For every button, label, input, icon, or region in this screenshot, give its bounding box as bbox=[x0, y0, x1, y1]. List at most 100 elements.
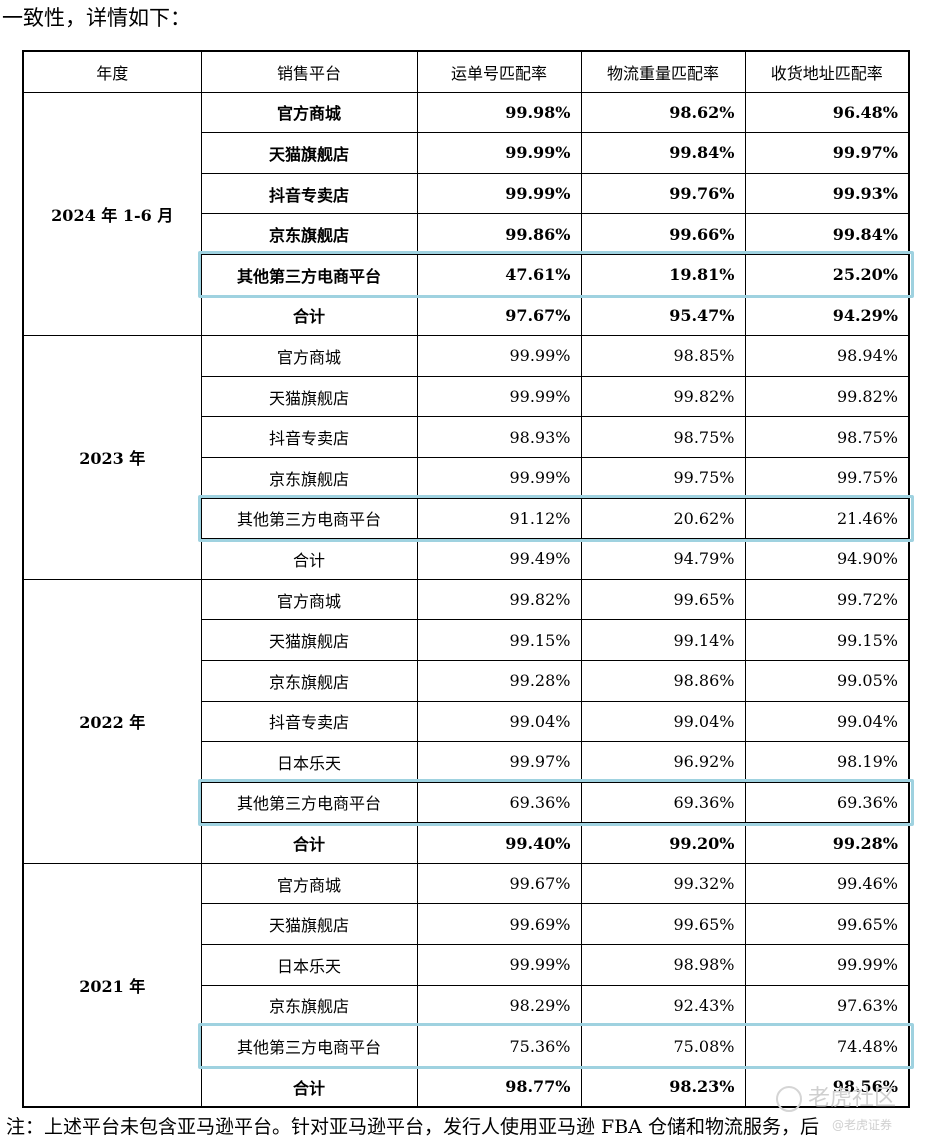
table-row: 京东旗舰店 99.99% 99.75% 99.75% bbox=[23, 456, 910, 499]
header-address-rate: 收货地址匹配率 bbox=[744, 50, 910, 93]
table-row: 天猫旗舰店 99.99% 99.84% 99.97% bbox=[23, 132, 910, 174]
weight-rate-cell: 99.66% bbox=[580, 213, 746, 255]
address-rate-cell: 99.75% bbox=[744, 456, 910, 499]
weight-rate-cell: 99.04% bbox=[580, 700, 746, 743]
address-rate-cell: 99.97% bbox=[744, 132, 910, 174]
weight-rate-cell: 20.62% bbox=[580, 497, 746, 540]
platform-cell: 日本乐天 bbox=[200, 944, 418, 986]
table-row: 2021 年官方商城 99.67% 99.32% 99.46% bbox=[22, 862, 910, 1108]
waybill-rate-cell: 47.61% bbox=[416, 253, 582, 296]
platform-cell: 其他第三方电商平台 bbox=[200, 253, 418, 296]
platform-cell: 官方商城 bbox=[200, 578, 418, 621]
waybill-rate-cell: 99.97% bbox=[416, 741, 582, 783]
waybill-rate-cell: 99.49% bbox=[416, 538, 582, 580]
waybill-rate-cell: 99.99% bbox=[416, 335, 582, 377]
address-rate-cell: 25.20% bbox=[744, 253, 910, 296]
table-row: 天猫旗舰店 99.15% 99.14% 99.15% bbox=[23, 619, 910, 661]
weight-rate-cell: 69.36% bbox=[580, 781, 746, 824]
weight-rate-cell: 99.14% bbox=[580, 619, 746, 661]
weight-rate-cell: 98.98% bbox=[580, 944, 746, 986]
table-row: 京东旗舰店 98.29% 92.43% 97.63% bbox=[23, 984, 910, 1027]
platform-cell: 官方商城 bbox=[200, 862, 418, 905]
waybill-rate-cell: 99.69% bbox=[416, 903, 582, 946]
waybill-rate-cell: 98.77% bbox=[416, 1065, 582, 1108]
waybill-rate-cell: 75.36% bbox=[416, 1025, 582, 1067]
total-row: 合计 97.67% 95.47% 94.29% bbox=[23, 294, 910, 337]
weight-rate-cell: 98.86% bbox=[580, 659, 746, 702]
weight-rate-cell: 92.43% bbox=[580, 984, 746, 1027]
platform-cell: 天猫旗舰店 bbox=[200, 619, 418, 661]
address-rate-cell: 99.84% bbox=[744, 213, 910, 255]
address-rate-cell: 94.29% bbox=[744, 294, 910, 337]
weight-rate-cell: 98.62% bbox=[580, 91, 746, 134]
intro-text: 一致性，详情如下： bbox=[2, 6, 191, 30]
weight-rate-cell: 98.75% bbox=[580, 416, 746, 458]
platform-cell: 京东旗舰店 bbox=[200, 456, 418, 499]
address-rate-cell: 99.99% bbox=[744, 944, 910, 986]
weight-rate-cell: 99.76% bbox=[580, 172, 746, 215]
address-rate-cell: 99.04% bbox=[744, 700, 910, 743]
address-rate-cell: 98.19% bbox=[744, 741, 910, 783]
platform-cell: 京东旗舰店 bbox=[200, 213, 418, 255]
platform-cell: 其他第三方电商平台 bbox=[200, 781, 418, 824]
waybill-rate-cell: 98.29% bbox=[416, 984, 582, 1027]
header-weight-rate: 物流重量匹配率 bbox=[580, 50, 746, 93]
waybill-rate-cell: 99.28% bbox=[416, 659, 582, 702]
table-row: 日本乐天 99.99% 98.98% 99.99% bbox=[23, 944, 910, 986]
platform-cell: 合计 bbox=[200, 822, 418, 864]
platform-cell: 天猫旗舰店 bbox=[200, 375, 418, 418]
platform-cell: 日本乐天 bbox=[200, 741, 418, 783]
address-rate-cell: 98.94% bbox=[744, 335, 910, 377]
address-rate-cell: 94.90% bbox=[744, 538, 910, 580]
weight-rate-cell: 99.20% bbox=[580, 822, 746, 864]
header-year: 年度 bbox=[22, 50, 202, 93]
platform-cell: 合计 bbox=[200, 1065, 418, 1108]
platform-cell: 其他第三方电商平台 bbox=[200, 1025, 418, 1067]
table-wrapper: 年度 销售平台 运单号匹配率 物流重量匹配率 收货地址匹配率 2024 年 1-… bbox=[22, 50, 914, 1109]
platform-cell: 京东旗舰店 bbox=[200, 659, 418, 702]
total-row: 合计 99.40% 99.20% 99.28% bbox=[23, 822, 910, 864]
address-rate-cell: 99.28% bbox=[744, 822, 910, 864]
waybill-rate-cell: 69.36% bbox=[416, 781, 582, 824]
header-waybill-rate: 运单号匹配率 bbox=[416, 50, 582, 93]
platform-cell: 抖音专卖店 bbox=[200, 700, 418, 743]
weight-rate-cell: 99.65% bbox=[580, 578, 746, 621]
weight-rate-cell: 19.81% bbox=[580, 253, 746, 296]
waybill-rate-cell: 99.67% bbox=[416, 862, 582, 905]
address-rate-cell: 96.48% bbox=[744, 91, 910, 134]
waybill-rate-cell: 99.99% bbox=[416, 172, 582, 215]
address-rate-cell: 97.63% bbox=[744, 984, 910, 1027]
waybill-rate-cell: 99.15% bbox=[416, 619, 582, 661]
address-rate-cell: 99.05% bbox=[744, 659, 910, 702]
year-cell: 2023 年 bbox=[22, 335, 202, 580]
year-cell: 2021 年 bbox=[22, 862, 202, 1108]
footnote: 注：上述平台未包含亚马逊平台。针对亚马逊平台，发行人使用亚马逊 FBA 仓储和物… bbox=[6, 1116, 819, 1138]
waybill-rate-cell: 99.40% bbox=[416, 822, 582, 864]
watermark-text: 老虎社区 bbox=[808, 1086, 897, 1111]
platform-cell: 合计 bbox=[200, 294, 418, 337]
platform-cell: 官方商城 bbox=[200, 91, 418, 134]
table-row: 天猫旗舰店 99.99% 99.82% 99.82% bbox=[23, 375, 910, 418]
weight-rate-cell: 98.85% bbox=[580, 335, 746, 377]
waybill-rate-cell: 91.12% bbox=[416, 497, 582, 540]
table-row: 抖音专卖店 98.93% 98.75% 98.75% bbox=[23, 416, 910, 458]
waybill-rate-cell: 99.86% bbox=[416, 213, 582, 255]
weight-rate-cell: 94.79% bbox=[580, 538, 746, 580]
table-row: 2022 年官方商城 99.82% 99.65% 99.72% bbox=[22, 578, 910, 864]
platform-cell: 官方商城 bbox=[200, 335, 418, 377]
table-header-row: 年度 销售平台 运单号匹配率 物流重量匹配率 收货地址匹配率 bbox=[22, 50, 910, 93]
watermark-small: @老虎证券 bbox=[832, 1118, 893, 1132]
table-row: 日本乐天 99.97% 96.92% 98.19% bbox=[23, 741, 910, 783]
waybill-rate-cell: 99.99% bbox=[416, 456, 582, 499]
watermark-logo-icon bbox=[776, 1086, 802, 1112]
waybill-rate-cell: 99.98% bbox=[416, 91, 582, 134]
waybill-rate-cell: 98.93% bbox=[416, 416, 582, 458]
platform-cell: 抖音专卖店 bbox=[200, 172, 418, 215]
table-row: 2023 年官方商城 99.99% 98.85% 98.94% bbox=[22, 335, 910, 580]
weight-rate-cell: 98.23% bbox=[580, 1065, 746, 1108]
waybill-rate-cell: 99.99% bbox=[416, 375, 582, 418]
table-body: 2024 年 1-6 月官方商城 99.98% 98.62% 96.48% 天猫旗舰店 9… bbox=[22, 91, 910, 1108]
table-row: 其他第三方电商平台 47.61% 19.81% 25.20% bbox=[23, 253, 910, 296]
address-rate-cell: 99.72% bbox=[744, 578, 910, 621]
table-row: 其他第三方电商平台 75.36% 75.08% 74.48% bbox=[23, 1025, 910, 1067]
